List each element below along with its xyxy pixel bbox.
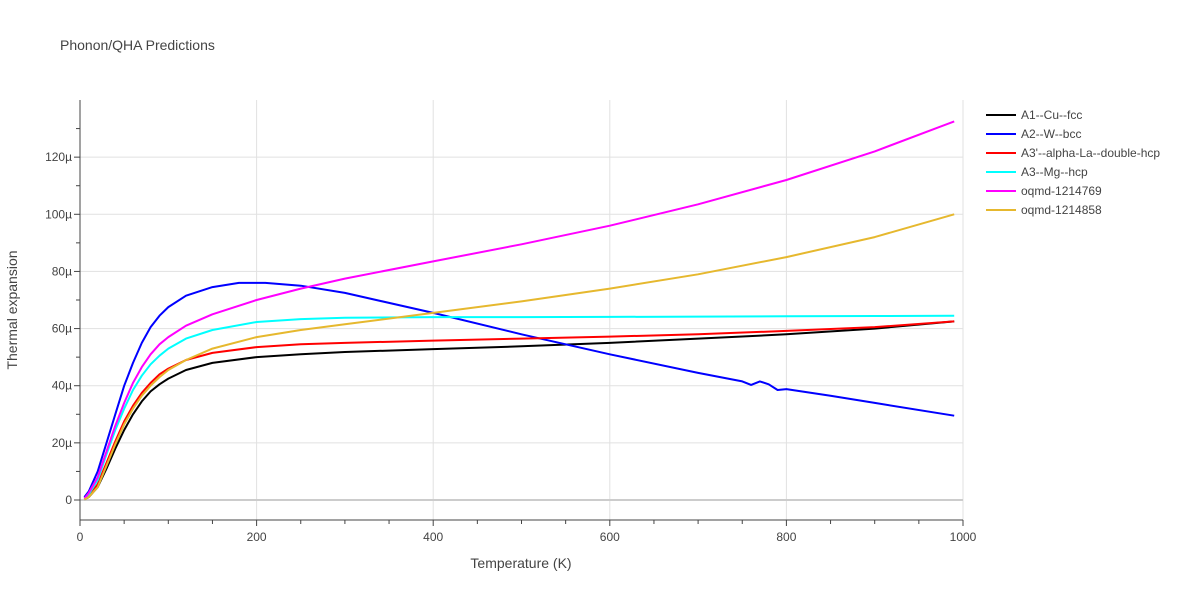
x-tick-label: 200 bbox=[247, 530, 267, 544]
y-tick-label: 100µ bbox=[45, 207, 72, 221]
plot-area bbox=[83, 120, 955, 501]
series-line-1 bbox=[83, 281, 955, 498]
y-tick-label: 120µ bbox=[45, 150, 72, 164]
legend-entry: A1--Cu--fcc bbox=[1021, 108, 1082, 122]
x-tick-label: 800 bbox=[776, 530, 796, 544]
y-tick-label: 20µ bbox=[52, 436, 72, 450]
grid bbox=[80, 100, 964, 520]
legend-entry: A2--W--bcc bbox=[1021, 127, 1081, 141]
legend-entry: A3'--alpha-La--double-hcp bbox=[1021, 146, 1160, 160]
x-tick-label: 600 bbox=[600, 530, 620, 544]
y-tick-label: 0 bbox=[65, 493, 72, 507]
chart-title: Phonon/QHA Predictions bbox=[60, 37, 215, 53]
series-line-4 bbox=[83, 120, 955, 500]
y-axis-title: Thermal expansion bbox=[4, 250, 20, 369]
x-axis-title: Temperature (K) bbox=[470, 555, 571, 571]
y-tick-label: 40µ bbox=[52, 379, 72, 393]
legend: A1--Cu--fcc A2--W--bcc A3'--alpha-La--doub… bbox=[986, 108, 1160, 217]
legend-entry: oqmd-1214858 bbox=[1021, 203, 1102, 217]
y-tick-label: 80µ bbox=[52, 264, 72, 278]
series-line-0 bbox=[83, 320, 955, 501]
x-tick-label: 0 bbox=[77, 530, 84, 544]
y-tick-label: 60µ bbox=[52, 322, 72, 336]
axes: 0 200 400 600 800 1000 0 20µ 40µ 60µ 80µ 100µ 120µ bbox=[45, 100, 977, 544]
x-tick-label: 1000 bbox=[950, 530, 977, 544]
series-line-3 bbox=[83, 314, 955, 500]
legend-entry: oqmd-1214769 bbox=[1021, 184, 1102, 198]
legend-entry: A3--Mg--hcp bbox=[1021, 165, 1088, 179]
series-line-5 bbox=[83, 213, 955, 501]
x-tick-label: 400 bbox=[423, 530, 443, 544]
